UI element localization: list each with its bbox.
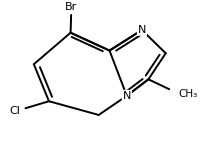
Text: N: N [123,91,131,101]
Text: N: N [138,25,146,35]
Text: Cl: Cl [9,106,20,116]
Text: CH₃: CH₃ [179,89,198,99]
Text: Br: Br [65,2,78,12]
